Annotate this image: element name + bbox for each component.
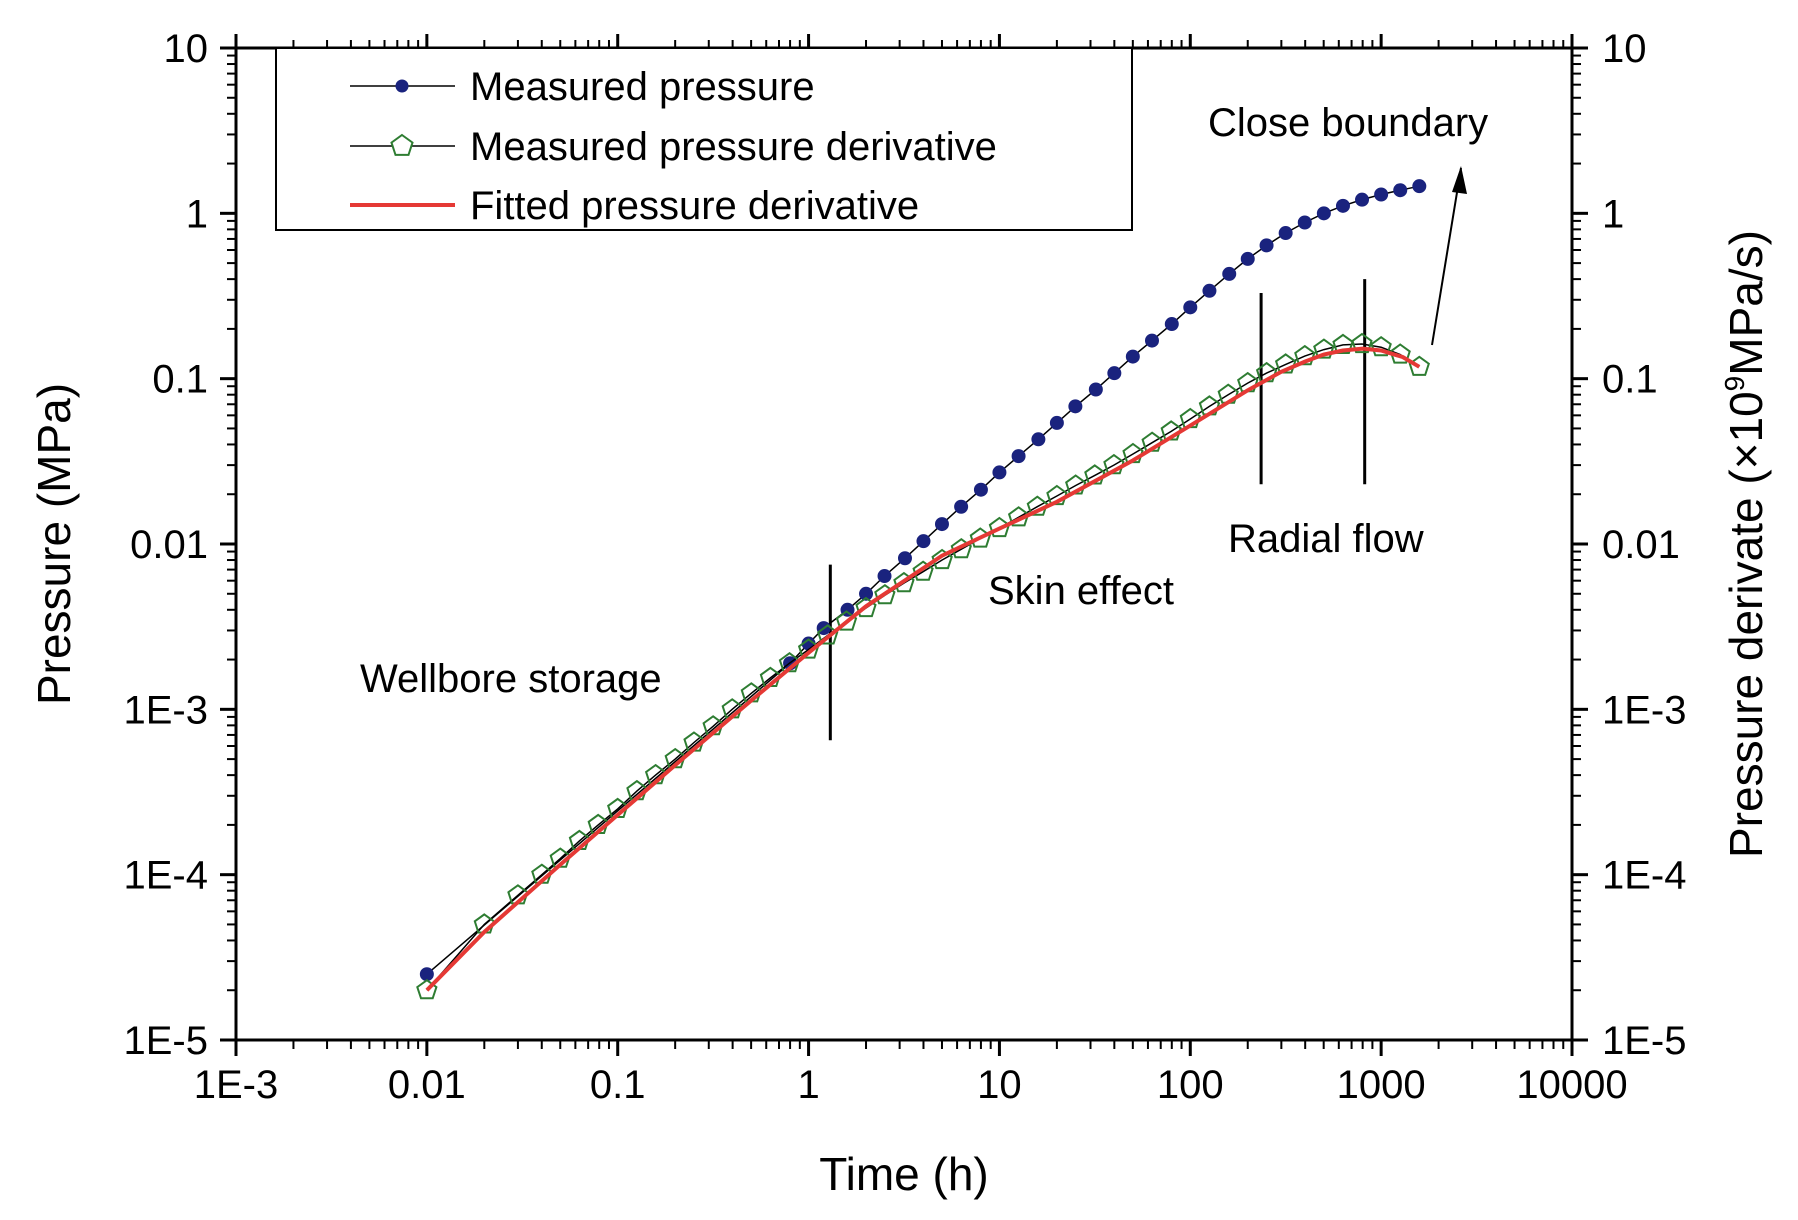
legend-box: [275, 47, 1133, 231]
measured-derivative-line: [426, 343, 1420, 991]
annotation-skin-effect: Skin effect: [988, 569, 1174, 613]
measured-pressure-point: [1125, 349, 1140, 364]
y2-tick-label: 10: [1602, 27, 1647, 71]
legend: Measured pressure Measured pressure deri…: [275, 47, 1133, 231]
y2-tick-label: 1E-5: [1602, 1019, 1687, 1063]
measured-pressure-point: [1316, 206, 1331, 221]
annotation-radial-flow: Radial flow: [1228, 517, 1424, 561]
measured-derivative-point: [1046, 484, 1068, 506]
y-tick-label: 10: [164, 27, 209, 71]
measured-pressure-point: [1031, 432, 1046, 447]
measured-pressure-point: [1222, 266, 1237, 281]
measured-pressure-point: [934, 517, 949, 532]
measured-derivative-point: [874, 583, 896, 605]
measured-derivative-point: [1007, 506, 1030, 527]
measured-pressure-point: [916, 534, 931, 549]
measured-pressure-point: [1049, 415, 1064, 430]
y-tick-label: 1: [186, 192, 208, 236]
x-tick-label: 100: [1157, 1063, 1224, 1107]
measured-pressure-point: [1011, 449, 1026, 464]
annotation-wellbore-storage: Wellbore storage: [360, 657, 662, 701]
y2-tick-label: 0.01: [1602, 523, 1680, 567]
measured-derivative-point: [1103, 453, 1125, 475]
y2-axis-title: Pressure derivate (×109MPa/s): [1719, 230, 1772, 858]
measured-derivative-point: [931, 548, 953, 570]
x-tick-label: 10000: [1516, 1063, 1627, 1107]
measured-pressure-point: [1278, 226, 1293, 241]
measured-pressure-point: [954, 499, 969, 514]
measured-derivative-point: [1332, 333, 1354, 354]
measured-pressure-point: [1107, 366, 1122, 381]
legend-label-measured-pressure: Measured pressure: [470, 65, 815, 109]
y-tick-label: 1E-4: [124, 854, 209, 898]
measured-derivative-point: [1026, 495, 1049, 516]
y2-title-exponent: 9: [1719, 376, 1750, 392]
x-tick-label: 1E-3: [194, 1063, 279, 1107]
measured-derivative-point: [1294, 344, 1316, 366]
y2-tick-label: 0.1: [1602, 358, 1658, 402]
measured-pressure-point: [1164, 317, 1179, 332]
measured-pressure-point: [1088, 382, 1103, 397]
measured-derivative-point: [1084, 464, 1106, 485]
measured-pressure-point: [877, 569, 892, 584]
measured-derivative-point: [912, 560, 934, 581]
legend-swatch-marker-pentagon: [390, 133, 414, 156]
measured-pressure-point: [1240, 251, 1255, 266]
measured-derivative-point: [893, 571, 915, 593]
y-tick-label: 1E-3: [124, 688, 209, 732]
legend-label-fitted-derivative: Fitted pressure derivative: [470, 184, 919, 228]
x-tick-label: 0.1: [590, 1063, 646, 1107]
measured-derivative-point: [1351, 332, 1373, 354]
measured-derivative-point: [778, 651, 801, 673]
measured-derivative-point: [1274, 353, 1297, 374]
measured-pressure-point: [1335, 198, 1350, 213]
y2-tick-label: 1E-4: [1602, 854, 1687, 898]
y-tick-label: 0.1: [152, 358, 208, 402]
x-axis-title: Time (h): [819, 1148, 989, 1200]
measured-derivative-point: [855, 596, 877, 618]
legend-label-measured-derivative: Measured pressure derivative: [470, 125, 997, 169]
measured-pressure-point: [1355, 192, 1370, 207]
measured-pressure-point: [1183, 300, 1198, 315]
measured-derivative-point: [416, 978, 438, 1000]
measured-pressure-point: [897, 551, 912, 566]
measured-pressure-point: [419, 967, 434, 982]
measured-pressure-point: [1393, 183, 1408, 198]
y-tick-label: 0.01: [130, 523, 208, 567]
measured-pressure-point: [1068, 399, 1083, 414]
y-tick-label: 1E-5: [124, 1019, 209, 1063]
x-tick-label: 0.01: [388, 1063, 466, 1107]
measured-pressure-point: [1144, 333, 1159, 348]
measured-pressure-point: [1374, 187, 1389, 202]
measured-pressure-point: [1297, 215, 1312, 230]
close-boundary-arrow-line: [1431, 167, 1462, 346]
close-boundary-arrow-head: [1452, 166, 1467, 194]
measured-derivative-point: [1389, 343, 1411, 364]
measured-pressure-point: [859, 586, 874, 601]
measured-pressure-point: [992, 465, 1007, 480]
annotation-close-boundary: Close boundary: [1208, 101, 1488, 145]
y2-tick-label: 1E-3: [1602, 688, 1687, 732]
measured-derivative-point: [1370, 335, 1392, 357]
measured-pressure-point: [1259, 238, 1274, 253]
y-axis-title: Pressure (MPa): [28, 383, 80, 705]
fitted-derivative-line: [425, 346, 1421, 992]
measured-pressure-point: [1412, 179, 1427, 194]
measured-pressure-point: [1202, 283, 1217, 298]
x-tick-label: 1: [797, 1063, 819, 1107]
legend-swatch-marker-circle: [395, 79, 409, 93]
measured-derivative-point: [1313, 338, 1335, 359]
measured-pressure-point: [973, 482, 988, 497]
x-tick-label: 10: [977, 1063, 1022, 1107]
y2-tick-label: 1: [1602, 192, 1624, 236]
y2-title-main: Pressure derivate (×10: [1720, 391, 1772, 858]
x-tick-label: 1000: [1337, 1063, 1426, 1107]
y2-title-tail: MPa/s): [1720, 230, 1772, 376]
